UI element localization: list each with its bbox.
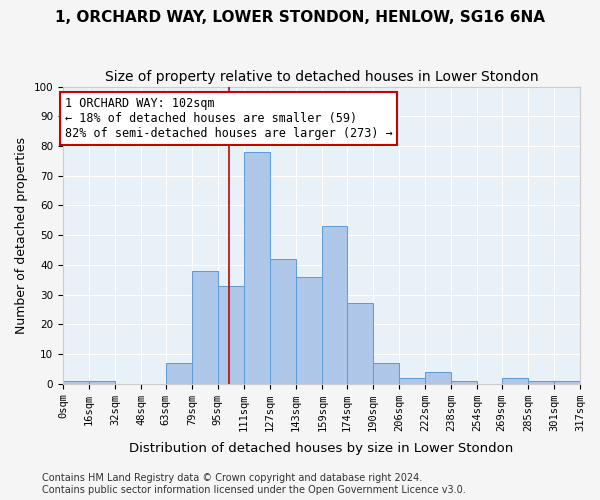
Text: Contains HM Land Registry data © Crown copyright and database right 2024.
Contai: Contains HM Land Registry data © Crown c… — [42, 474, 466, 495]
Bar — [218, 286, 244, 384]
Bar — [373, 363, 399, 384]
Bar — [63, 380, 89, 384]
Bar — [89, 380, 115, 384]
Bar — [554, 380, 580, 384]
Title: Size of property relative to detached houses in Lower Stondon: Size of property relative to detached ho… — [104, 70, 538, 84]
Bar — [322, 226, 347, 384]
Bar — [347, 304, 373, 384]
Text: 1, ORCHARD WAY, LOWER STONDON, HENLOW, SG16 6NA: 1, ORCHARD WAY, LOWER STONDON, HENLOW, S… — [55, 10, 545, 25]
Bar — [270, 259, 296, 384]
Bar — [192, 271, 218, 384]
Bar — [399, 378, 425, 384]
Bar — [166, 363, 192, 384]
Bar — [425, 372, 451, 384]
Y-axis label: Number of detached properties: Number of detached properties — [15, 136, 28, 334]
Bar — [502, 378, 528, 384]
Text: 1 ORCHARD WAY: 102sqm
← 18% of detached houses are smaller (59)
82% of semi-deta: 1 ORCHARD WAY: 102sqm ← 18% of detached … — [65, 97, 392, 140]
Bar — [528, 380, 554, 384]
Bar — [451, 380, 477, 384]
Bar — [296, 276, 322, 384]
X-axis label: Distribution of detached houses by size in Lower Stondon: Distribution of detached houses by size … — [130, 442, 514, 455]
Bar — [244, 152, 270, 384]
